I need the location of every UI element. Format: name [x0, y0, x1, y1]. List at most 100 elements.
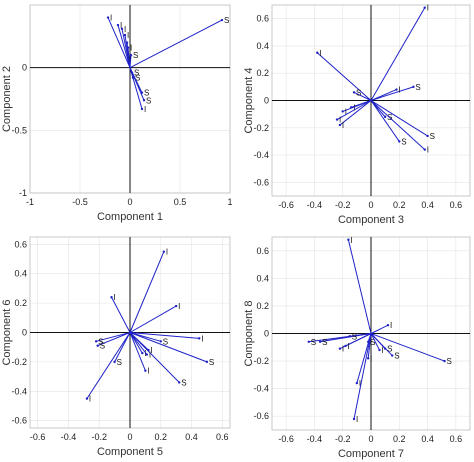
y-axis-label: Component 4: [243, 67, 255, 133]
loading-point: [94, 340, 98, 343]
vector-label: S: [144, 89, 149, 98]
vector-label: S: [394, 352, 399, 361]
loading-point: [198, 337, 201, 340]
vector-label: S: [401, 137, 406, 146]
loading-vector: [370, 86, 414, 101]
x-axis-label: Component 3: [338, 214, 404, 226]
subplot-2: -0.6 -0.4 -0.2 0 0.2 0.4 0.6 -0.6 -0.4 -0.2 0 0.2 0.…: [243, 4, 471, 226]
vector-label: I: [144, 105, 146, 114]
vector-label: I: [124, 25, 126, 34]
vector-label: I: [144, 349, 146, 358]
loading-vector: [129, 19, 223, 69]
loading-point: [335, 118, 339, 121]
x-tick-label: -1: [26, 197, 34, 207]
loading-vector: [86, 332, 131, 399]
loading-vector: [114, 332, 131, 363]
loading-vector: [370, 89, 397, 101]
loading-point: [116, 23, 120, 27]
x-tick-label: -0.2: [335, 200, 351, 210]
loading-point: [110, 296, 113, 299]
x-tick-label: -0.6: [278, 434, 294, 444]
vector-label: I: [129, 39, 131, 48]
x-tick-label: 0.4: [185, 432, 198, 442]
loading-point: [147, 348, 150, 352]
loading-vector: [111, 297, 131, 333]
y-tick-label: -0.5: [11, 125, 27, 135]
x-tick-label: 0.5: [174, 197, 187, 207]
vector-label: I: [150, 346, 152, 355]
vector-label: S: [163, 337, 168, 346]
vector-label: I: [166, 248, 168, 257]
loading-vector: [345, 333, 372, 347]
vector-label: S: [181, 378, 186, 387]
vector-label: S: [447, 357, 452, 366]
y-axis-label: Component 8: [243, 300, 255, 366]
vector-label: I: [345, 107, 347, 116]
loading-point: [144, 369, 147, 372]
x-tick-label: 1: [227, 197, 232, 207]
loading-point: [145, 353, 149, 356]
x-tick-label: 0.4: [421, 200, 434, 210]
x-tick-label: 0: [127, 197, 132, 207]
loading-vector: [370, 100, 428, 137]
vector-label: I: [359, 379, 361, 388]
y-tick-label: -0.2: [253, 123, 269, 133]
vector-label: S: [356, 88, 361, 97]
loading-point: [378, 348, 381, 352]
x-axis-label: Component 7: [338, 448, 404, 460]
loading-vector: [129, 332, 149, 351]
vector-label: S: [100, 342, 105, 351]
loading-point: [220, 18, 224, 22]
vector-label: S: [209, 358, 214, 367]
vector-label: S: [352, 332, 357, 341]
vector-label: I: [348, 342, 350, 351]
loading-point: [348, 335, 351, 338]
vector-label: I: [178, 302, 180, 311]
vector-label: I: [201, 334, 203, 343]
loading-point: [126, 46, 130, 49]
y-tick-label: -0.2: [253, 356, 269, 366]
vector-label: I: [149, 351, 151, 360]
vector-label: I: [89, 395, 91, 404]
loading-point: [366, 357, 370, 360]
loading-point: [412, 85, 415, 89]
loading-point: [383, 115, 387, 119]
y-tick-label: -1: [19, 188, 27, 198]
x-tick-label: 0: [127, 432, 132, 442]
x-tick-label: 0.6: [216, 432, 229, 442]
loading-point: [205, 360, 209, 364]
x-tick-label: -0.6: [30, 432, 46, 442]
loading-vector: [129, 305, 177, 333]
loading-point: [347, 238, 350, 241]
loading-vector: [353, 333, 372, 420]
loading-vector: [96, 332, 131, 342]
vector-label: I: [342, 345, 344, 354]
loading-vector: [97, 332, 131, 347]
loading-point: [386, 324, 390, 327]
loading-point: [307, 340, 310, 343]
y-tick-label: -0.4: [11, 386, 27, 396]
loading-vector: [129, 332, 146, 371]
x-tick-label: 0.4: [421, 434, 434, 444]
y-tick-label: 0: [264, 96, 269, 106]
vector-label: I: [390, 321, 392, 330]
x-tick-label: 0.2: [393, 200, 406, 210]
loading-point: [338, 123, 342, 127]
vector-label: I: [127, 31, 129, 40]
y-tick-label: 0: [22, 63, 27, 73]
x-tick-label: 0.2: [155, 432, 168, 442]
y-axis-label: Component 2: [1, 66, 13, 132]
vector-label: I: [398, 86, 400, 95]
y-tick-label: -0.6: [253, 177, 269, 187]
x-tick-label: -0.2: [91, 432, 107, 442]
loading-point: [96, 344, 99, 347]
loading-point: [129, 53, 133, 57]
x-tick-label: -0.6: [278, 200, 294, 210]
loading-point: [391, 354, 394, 357]
vector-label: I: [356, 415, 358, 424]
loading-vector: [370, 333, 380, 351]
loading-point: [140, 107, 144, 111]
y-tick-label: 0.2: [256, 301, 269, 311]
loading-vector: [336, 100, 372, 121]
